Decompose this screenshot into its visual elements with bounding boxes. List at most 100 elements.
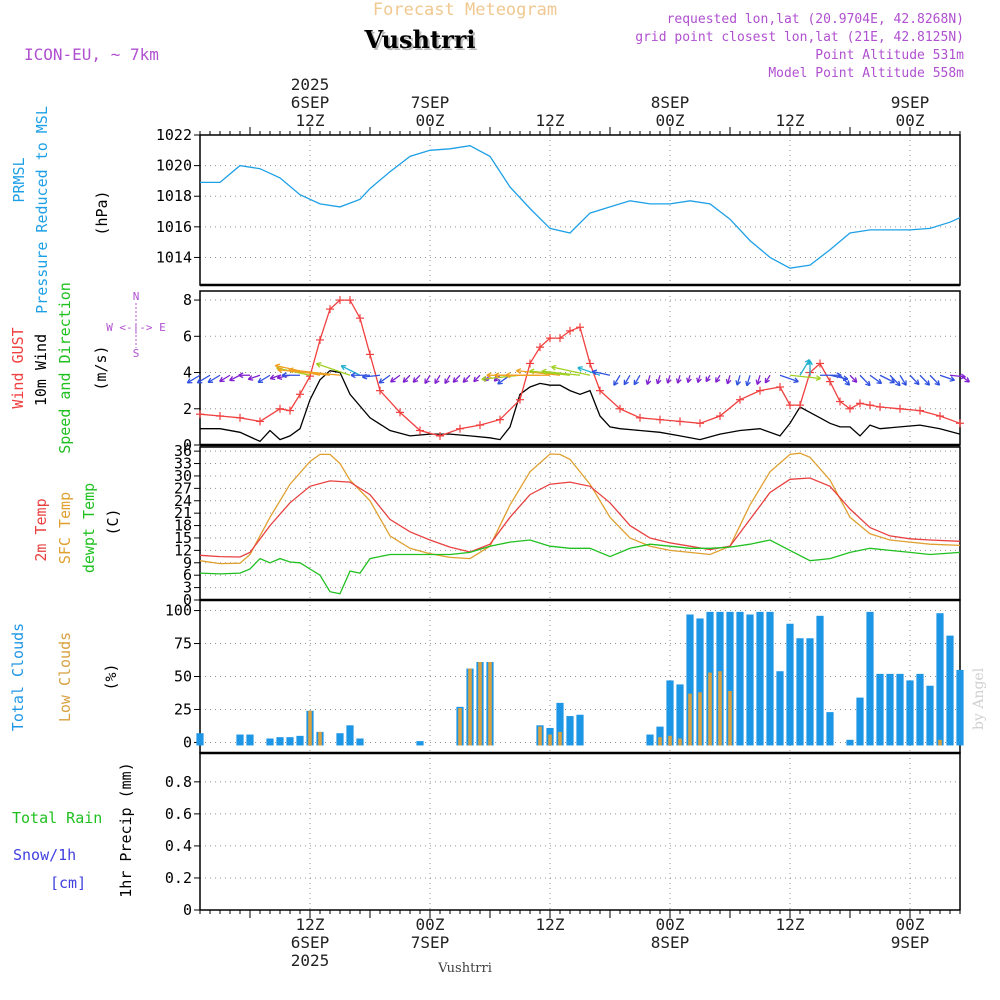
ytick-label-temperature: 12 [174,541,192,559]
time-label-bottom: 8SEP [651,933,690,952]
bar-total-clouds [656,726,664,746]
wind-arrow [238,372,250,379]
wind-unit: (m/s) [92,345,110,390]
gust-marker [376,386,384,395]
bar-low-clouds [698,692,702,746]
wind-arrow [257,374,271,384]
bar-total-clouds [566,716,574,746]
gust-marker [336,296,344,305]
pressure-label-short: PRMSL [10,157,28,202]
time-label-bottom: 12Z [296,915,325,934]
time-label-bottom: 9SEP [891,933,930,952]
wind-arrow [452,374,461,383]
bar-low-clouds [728,691,732,746]
bar-total-clouds [356,738,364,746]
watermark: by Angel [971,667,987,730]
precip-unit: 1hr Precip (mm) [117,762,135,897]
series-dewpt-temp [199,539,961,595]
panel-pressure: 1014 1016 1018 1020 1022 [156,126,961,286]
model-altitude: Model Point Altitude 558m [768,66,964,81]
wind-arrow [764,374,771,384]
bar-total-clouds [806,638,814,746]
gust-marker [856,399,864,408]
gust-marker [596,386,604,395]
time-label-top: 12Z [776,111,805,130]
gust-marker [876,402,884,411]
series-10m-wind [200,370,961,443]
gust-marker [576,323,584,332]
wind-arrow [219,374,231,383]
bar-total-clouds [856,697,864,746]
wind-arrow [686,375,692,384]
time-label-top: 00Z [656,111,685,130]
gust-marker [436,431,444,440]
wind-arrow [434,374,441,385]
ytick-label-temperature: 36 [174,442,192,460]
wind-arrow [849,374,858,383]
wind-arrow [340,364,361,376]
grid-point-coords: grid point closest lon,lat (21E, 42.8125… [635,30,964,45]
time-label-bottom: 12Z [536,915,565,934]
bar-low-clouds [548,734,552,746]
time-label-top: 2025 [291,75,330,94]
gust-marker [536,343,544,352]
bar-low-clouds [718,671,722,746]
bar-total-clouds [826,712,834,746]
bar-total-clouds [286,737,294,746]
gust-marker [826,377,834,386]
wind-arrow [623,374,631,386]
ytick-label-precip: 0 [183,901,192,919]
gust-marker [236,413,244,422]
gust-marker [316,335,324,344]
wind-arrow [378,374,391,384]
pressure-unit: (hPa) [93,190,111,235]
gust-marker [866,401,874,410]
bar-total-clouds [906,680,914,746]
wind-arrow [829,374,849,382]
ytick-label-precip: 0.4 [165,837,192,855]
time-label-bottom: 2025 [291,951,330,970]
temp-unit: (C) [104,508,122,535]
series-2m-temp [199,477,961,558]
bar-low-clouds [308,710,312,746]
bar-total-clouds [816,615,824,746]
ytick-label-temperature: 18 [174,517,192,535]
wind-arrow [577,366,601,376]
wind-arrow [959,374,970,383]
gust-marker [916,406,924,415]
bar-total-clouds [886,673,894,746]
ytick-label-clouds: 100 [165,602,192,620]
ytick-label-wind: 6 [183,327,192,345]
time-label-bottom: 6SEP [291,933,330,952]
bar-low-clouds [488,661,492,746]
wind-arrow [879,374,896,384]
wind-arrow [745,375,751,387]
location-title: Vushtrri [364,25,476,54]
bar-total-clouds [756,611,764,746]
wind-direction-label: Speed and Direction [56,282,74,454]
compass: NW <-|-> ES [106,290,166,360]
wind-arrow [207,374,221,384]
bar-total-clouds [246,734,254,746]
wind-arrow [591,369,611,376]
ytick-label-pressure: 1020 [156,157,192,175]
gust-marker [286,406,294,415]
bar-total-clouds [876,673,884,746]
ytick-label-pressure: 1016 [156,218,192,236]
gust-marker [396,408,404,417]
series-sfc-temp [199,452,961,565]
gust-marker [846,404,854,413]
time-label-bottom: 00Z [656,915,685,934]
gust-marker [656,415,664,424]
wind-arrow [655,375,662,385]
wind-arrow [909,374,920,386]
compass-n: N [133,290,140,303]
gust-marker [496,415,504,424]
wind-arrow [899,374,907,386]
bar-total-clouds [796,638,804,746]
ytick-label-temperature: 6 [183,566,192,584]
bar-low-clouds [458,708,462,746]
bar-total-clouds [846,739,854,746]
